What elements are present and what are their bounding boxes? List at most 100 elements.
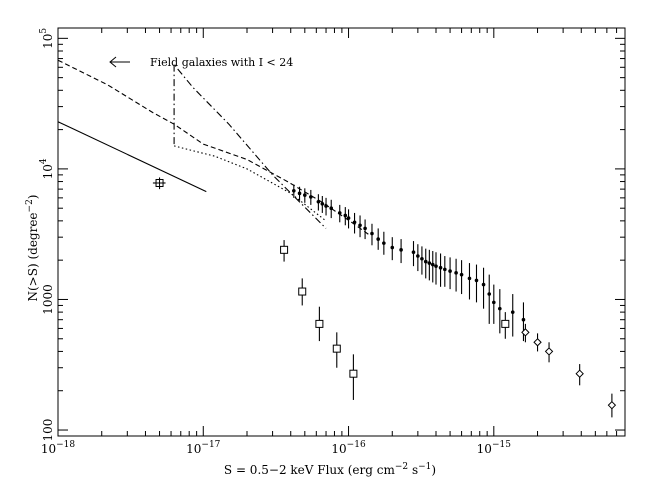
data-point-dot: [390, 237, 395, 261]
y-axis-title-part: N(>S) (degree: [26, 212, 40, 301]
data-point-open-diamond: [544, 342, 554, 363]
y-tick-label: 105: [39, 28, 55, 49]
point-marker: [382, 241, 386, 245]
data-point-open-diamond: [607, 393, 617, 418]
point-marker: [315, 319, 324, 328]
point-marker: [316, 199, 321, 204]
y-tick-label: 1000: [41, 284, 55, 315]
data-point-dot: [430, 251, 435, 283]
x-tick-label: 10−16: [331, 440, 366, 456]
x-axis-title-part: s: [408, 463, 418, 477]
point-marker: [324, 204, 328, 208]
left-arrow-icon: [109, 56, 130, 68]
data-point-dot: [459, 260, 464, 295]
data-point-open-cross: [152, 177, 166, 190]
data-point-open-square: [501, 312, 510, 339]
data-point-dot: [316, 194, 321, 211]
point-marker: [346, 216, 351, 220]
point-marker: [332, 344, 341, 353]
point-marker: [521, 317, 526, 322]
data-point-dot: [329, 199, 334, 219]
model-curve-solid: [57, 121, 207, 193]
data-point-dot: [438, 253, 443, 287]
x-tick-label: 10−15: [477, 440, 512, 456]
x-axis-title-exp: −2: [395, 462, 408, 472]
point-marker: [352, 220, 357, 225]
data-point-dot: [423, 248, 428, 279]
data-point-dot: [382, 231, 386, 255]
data-point-dot: [343, 207, 348, 226]
data-point-dot: [481, 267, 486, 309]
point-marker: [533, 338, 542, 347]
x-axis-title-part: S = 0.5−2 keV Flux (erg cm: [224, 463, 396, 477]
point-marker: [303, 193, 307, 197]
data-point-dot: [448, 257, 452, 290]
point-marker: [575, 369, 584, 378]
data-point-dot: [399, 239, 403, 264]
point-marker: [510, 310, 515, 314]
data-point-open-square: [349, 354, 358, 400]
data-point-dot: [467, 263, 472, 300]
point-marker: [448, 269, 452, 273]
point-marker: [544, 347, 554, 356]
point-marker: [298, 287, 307, 296]
data-points: [152, 177, 617, 418]
point-marker: [481, 282, 486, 287]
point-marker: [376, 237, 380, 241]
point-marker: [370, 231, 374, 236]
x-axis-title: S = 0.5−2 keV Flux (erg cm−2 s−1): [224, 462, 436, 477]
data-point-dot: [376, 228, 380, 250]
point-marker: [343, 213, 348, 218]
point-marker: [438, 265, 443, 270]
point-marker: [443, 267, 447, 272]
data-point-dot: [492, 284, 496, 324]
data-point-open-square: [298, 278, 307, 306]
data-point-dot: [510, 294, 515, 337]
point-marker: [292, 188, 296, 193]
data-point-dot: [292, 184, 296, 198]
annotation-text: Field galaxies with I < 24: [150, 56, 293, 69]
data-point-open-diamond: [521, 323, 530, 343]
point-marker: [434, 264, 438, 268]
x-tick-label: 10−18: [41, 440, 76, 456]
point-marker: [467, 276, 472, 281]
point-marker: [430, 262, 435, 267]
data-point-dot: [487, 274, 492, 324]
data-point-dot: [337, 204, 342, 223]
data-point-dot: [370, 223, 374, 246]
data-point-dot: [474, 264, 479, 303]
y-axis-title-exp: −2: [25, 199, 35, 212]
model-curve-dotted: [173, 145, 327, 222]
data-point-dot: [454, 258, 458, 292]
data-point-dot: [434, 252, 438, 285]
data-point-dot: [411, 241, 416, 267]
x-tick-label: 10−17: [186, 440, 221, 456]
data-point-dot: [416, 244, 420, 272]
data-point-dot: [358, 215, 362, 238]
data-point-open-square: [315, 306, 324, 342]
point-marker: [416, 254, 420, 258]
point-marker: [607, 400, 617, 410]
data-point-dot: [443, 256, 447, 287]
data-point-dot: [303, 188, 307, 203]
data-point-dot: [309, 189, 313, 205]
point-marker: [297, 191, 302, 196]
point-marker: [427, 261, 432, 265]
point-marker: [492, 300, 496, 305]
point-marker: [329, 206, 334, 211]
point-marker: [358, 223, 362, 228]
legend-annotation: Field galaxies with I < 24: [109, 56, 293, 69]
data-point-dot: [346, 209, 351, 229]
x-axis-title-exp: −1: [418, 462, 431, 472]
point-marker: [411, 250, 416, 255]
y-tick-label: 100: [41, 419, 55, 442]
data-point-open-square: [280, 240, 289, 262]
model-curves: [57, 59, 371, 236]
point-marker: [320, 202, 325, 206]
point-marker: [454, 271, 458, 275]
point-marker: [337, 211, 342, 215]
data-point-open-diamond: [533, 333, 542, 352]
point-marker: [423, 259, 428, 264]
